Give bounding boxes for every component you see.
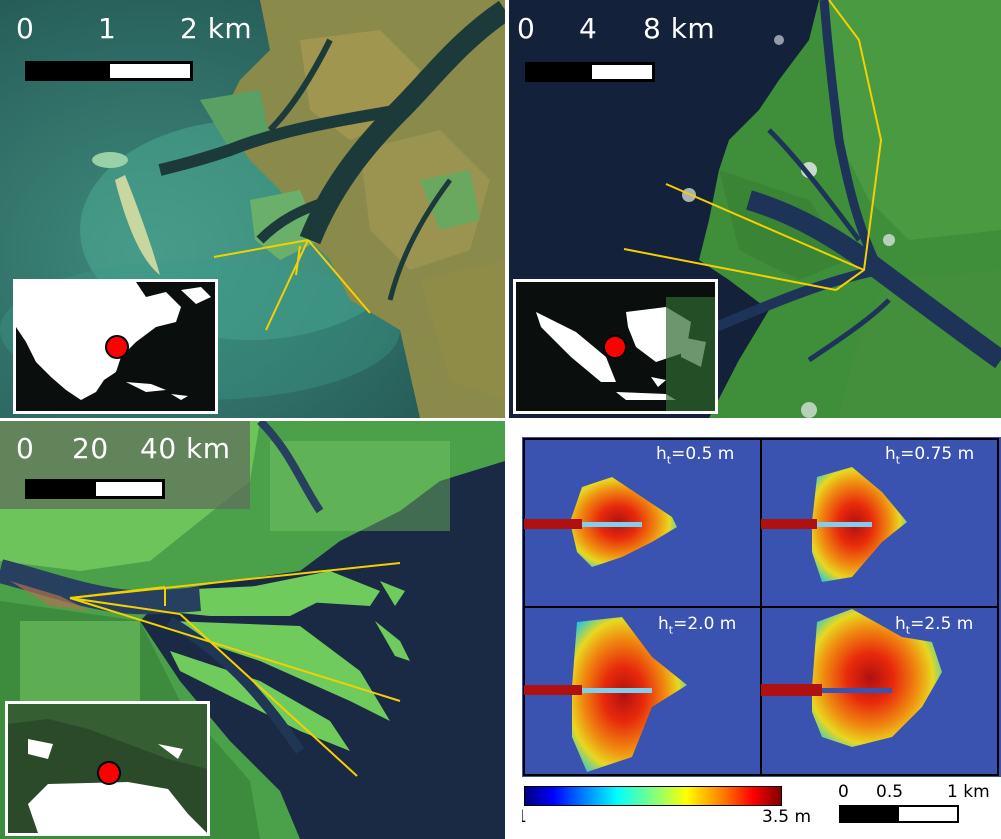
- annotation-lines: [623, 0, 883, 291]
- inset-map-southeast-asia: [513, 279, 718, 414]
- sim-label-3: ht=2.0 m: [658, 614, 737, 637]
- panel-delta-3: 0 20 40 km: [0, 421, 505, 839]
- scale-label-end: 40 km: [140, 432, 231, 465]
- annotation-lines: [213, 239, 371, 331]
- scale-label-mid: 0.5: [876, 782, 904, 802]
- sim-label-1: ht=0.5 m: [656, 444, 735, 467]
- scale-label-end: 2 km: [180, 12, 253, 45]
- scale-label-end: 8 km: [643, 12, 716, 45]
- scale-bar: [839, 805, 959, 823]
- scale-label-0: 0: [16, 12, 35, 45]
- scale-bar: [25, 479, 165, 499]
- panel-simulation: ht=0.5 m ht=0.75 m ht=2.0 m ht=2.5 m -1 …: [522, 437, 1001, 839]
- panel-delta-2: 0 4 8 km: [509, 0, 1001, 418]
- panel-delta-1: 0 1 2 km: [0, 0, 505, 418]
- colorbar-min-label: -1: [522, 807, 527, 827]
- colorbar: [524, 786, 782, 806]
- scale-label-0: 0: [16, 432, 35, 465]
- annotation-lines: [69, 562, 401, 777]
- simulation-frame-1: [524, 477, 677, 567]
- scale-bar: [525, 62, 655, 82]
- sim-label-2: ht=0.75 m: [885, 444, 975, 467]
- simulation-frame-2: [761, 467, 907, 582]
- scale-label-end: 1 km: [947, 782, 990, 802]
- sim-label-4: ht=2.5 m: [895, 614, 974, 637]
- location-marker-icon: [97, 761, 121, 785]
- scale-label-mid: 1: [98, 12, 117, 45]
- scale-label-0: 0: [517, 12, 536, 45]
- scale-bar: [25, 61, 193, 81]
- scale-label-0: 0: [838, 782, 849, 802]
- simulation-frame-3: [524, 617, 687, 772]
- location-marker-icon: [105, 335, 129, 359]
- inset-map-north-america: [13, 279, 218, 414]
- location-marker-icon: [603, 335, 627, 359]
- inset-map-new-guinea: [5, 701, 210, 836]
- colorbar-max-label: 3.5 m: [762, 807, 811, 827]
- scale-label-mid: 20: [72, 432, 109, 465]
- scale-label-mid: 4: [579, 12, 598, 45]
- simulation-grid: [522, 437, 1001, 777]
- simulation-frame-4: [761, 609, 942, 747]
